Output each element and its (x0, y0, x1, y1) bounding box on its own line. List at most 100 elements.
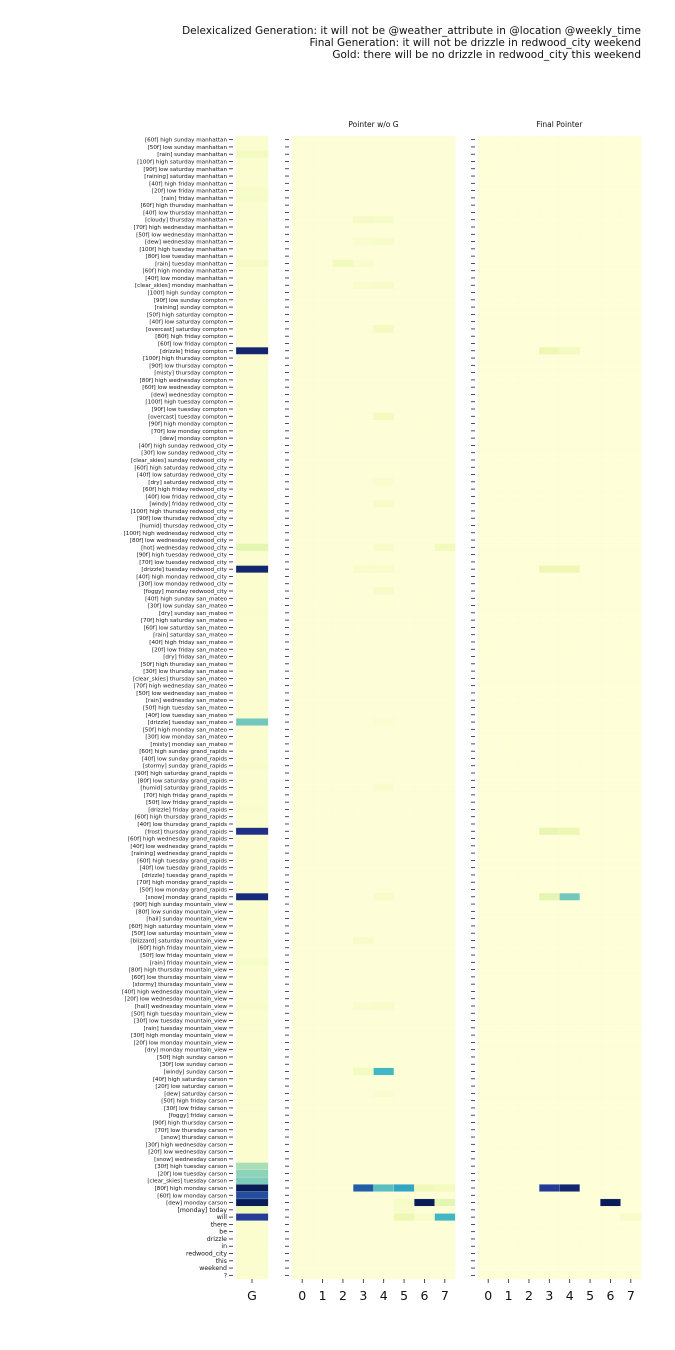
heatmap-cell (332, 725, 354, 734)
row-label: [100f] high sunday compton (148, 291, 228, 297)
heatmap-cell (393, 143, 415, 151)
row-label: [60f] high saturday mountain_view (129, 924, 227, 930)
heatmap-cell (235, 1227, 269, 1236)
heatmap-cell (498, 761, 520, 770)
heatmap-cell (600, 922, 621, 930)
row-label: [40f] low thursday manhattan (143, 210, 227, 216)
heatmap-cell (235, 820, 269, 828)
heatmap-cell (518, 965, 540, 974)
heatmap-cell (620, 674, 642, 683)
heatmap-cell (518, 754, 540, 763)
heatmap-cell (434, 645, 456, 654)
heatmap-cell (579, 856, 601, 865)
heatmap-cell (477, 463, 499, 472)
heatmap-cell (312, 1227, 334, 1236)
heatmap-cell (434, 630, 456, 639)
heatmap-cell (332, 499, 354, 508)
heatmap-cell (373, 681, 395, 690)
heatmap-cell (393, 645, 415, 654)
heatmap-cell (235, 266, 269, 275)
heatmap-cell (498, 164, 520, 173)
heatmap-cell (353, 536, 374, 545)
heatmap-cell (600, 405, 621, 413)
heatmap-cell (393, 1045, 415, 1054)
heatmap-cell (373, 958, 395, 967)
heatmap-cell (434, 1016, 456, 1025)
heatmap-cell (332, 172, 354, 181)
heatmap-cell (312, 973, 334, 981)
heatmap-cell (477, 252, 499, 261)
heatmap-cell (291, 288, 313, 297)
heatmap-cell (434, 1169, 456, 1178)
heatmap-cell (312, 849, 334, 858)
heatmap-cell (235, 1140, 269, 1149)
heatmap-cell (414, 186, 435, 195)
heatmap-cell (518, 623, 540, 632)
heatmap-cell (235, 223, 269, 231)
heatmap-cell (620, 1002, 642, 1010)
heatmap-cell (393, 1191, 415, 1200)
heatmap-cell (353, 1147, 374, 1156)
heatmap-cell (620, 463, 642, 472)
heatmap-cell (559, 965, 581, 974)
heatmap-cell (434, 878, 456, 887)
heatmap-cell (434, 1191, 456, 1200)
heatmap-cell (559, 994, 581, 1003)
heatmap-cell (312, 572, 334, 581)
heatmap-cell (559, 936, 581, 945)
heatmap-cell (291, 521, 313, 530)
heatmap-cell (332, 1038, 354, 1047)
heatmap-cell (312, 332, 334, 341)
heatmap-cell (620, 1133, 642, 1141)
heatmap-cell (498, 740, 520, 748)
heatmap-cell (393, 791, 415, 799)
heatmap-cell (539, 1111, 560, 1120)
heatmap-cell (235, 936, 269, 945)
heatmap-cell (235, 310, 269, 319)
heatmap-cell (434, 434, 456, 443)
heatmap-cell (353, 427, 374, 435)
row-label: [humid] saturday grand_rapids (140, 786, 227, 792)
heatmap-cell (559, 943, 581, 952)
heatmap-cell (332, 427, 354, 435)
row-label: [rain] sunday manhattan (157, 152, 227, 158)
heatmap-cell (600, 434, 621, 443)
heatmap-cell (579, 1227, 601, 1236)
heatmap-cell (332, 681, 354, 690)
heatmap-cell (332, 419, 354, 428)
heatmap-cell (579, 798, 601, 807)
heatmap-cell (600, 266, 621, 275)
heatmap-cell (332, 1162, 354, 1171)
heatmap-cell (414, 434, 435, 443)
heatmap-cell (477, 288, 499, 297)
heatmap-cell (312, 485, 334, 494)
heatmap-cell (477, 1206, 499, 1214)
heatmap-cell (414, 303, 435, 312)
heatmap-cell (291, 703, 313, 712)
heatmap-cell (579, 1140, 601, 1149)
heatmap-cell (579, 907, 601, 916)
heatmap-cell (539, 645, 560, 654)
heatmap-cell (332, 827, 354, 836)
heatmap-cell (600, 871, 621, 879)
heatmap-cell (373, 761, 395, 770)
heatmap-cell (477, 405, 499, 413)
heatmap-cell (600, 456, 621, 464)
heatmap-cell (373, 529, 395, 537)
heatmap-cell (353, 609, 374, 617)
heatmap-cell (235, 419, 269, 428)
heatmap-cell (332, 1096, 354, 1105)
heatmap-cell (579, 1016, 601, 1025)
heatmap-cell (539, 579, 560, 588)
row-label: [dry] friday san_mateo (163, 655, 227, 661)
heatmap-cell (620, 1096, 642, 1105)
heatmap-cell (393, 194, 415, 202)
heatmap-cell (393, 812, 415, 821)
heatmap-cell (373, 543, 395, 552)
heatmap-cell (600, 463, 621, 472)
heatmap-cell (579, 514, 601, 523)
heatmap-cell (393, 521, 415, 530)
heatmap-cell (559, 383, 581, 392)
heatmap-cell (235, 252, 269, 261)
row-label: [80f] high monday carson (155, 1186, 228, 1192)
